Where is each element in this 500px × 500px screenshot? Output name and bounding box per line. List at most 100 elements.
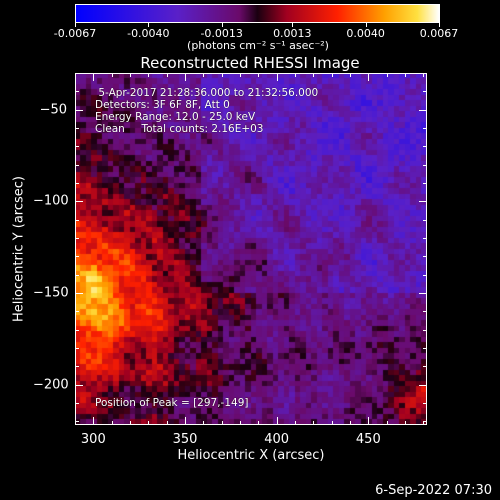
x-major-tick-top [368, 73, 370, 81]
y-minor-tick-right [423, 128, 427, 129]
colorbar-unit: (photons cm⁻² s⁻¹ asec⁻²) [187, 39, 329, 52]
y-minor-tick [75, 73, 79, 74]
x-axis-label: Heliocentric X (arcsec) [177, 448, 325, 463]
annotation-energy: Energy Range: 12.0 - 25.0 keV [95, 111, 256, 123]
colorbar-tick [148, 22, 150, 27]
y-minor-tick [75, 219, 79, 221]
colorbar-gradient [76, 5, 439, 22]
x-minor-tick [295, 421, 296, 425]
x-minor-tick-top [258, 73, 260, 77]
y-tick-label: −150 [33, 285, 69, 301]
colorbar-tick-label: -0.0040 [127, 27, 170, 40]
y-minor-tick [75, 256, 79, 258]
y-minor-tick-right [423, 348, 427, 349]
x-tick-label: 450 [355, 432, 381, 447]
x-minor-tick-top [386, 73, 388, 77]
y-major-tick [75, 201, 83, 203]
y-tick-label: −100 [33, 193, 69, 209]
chart-title: Reconstructed RHESSI Image [140, 54, 360, 72]
y-minor-tick [75, 183, 79, 184]
x-minor-tick [166, 421, 168, 425]
x-minor-tick [130, 421, 131, 425]
y-minor-tick-right [423, 421, 427, 423]
annotation-detectors: Detectors: 3F 6F 8F, Att 0 [95, 99, 230, 111]
plot-area: 5-Apr-2017 21:28:36.000 to 21:32:56.000 … [75, 73, 427, 425]
y-major-tick-right [419, 384, 427, 386]
annotation-counts: Clean Total counts: 2.16E+03 [95, 123, 264, 135]
x-minor-tick [386, 421, 388, 425]
x-minor-tick [240, 421, 241, 425]
y-minor-tick-right [423, 219, 427, 221]
y-major-tick-right [419, 109, 427, 111]
y-minor-tick-right [423, 91, 427, 93]
y-tick-label: −50 [39, 102, 67, 118]
y-minor-tick-right [423, 146, 427, 148]
y-minor-tick-right [423, 366, 427, 368]
x-minor-tick [111, 421, 113, 425]
colorbar-tick-label: -0.0013 [200, 27, 243, 40]
x-minor-tick-top [423, 73, 425, 77]
x-minor-tick [350, 421, 351, 425]
y-minor-tick [75, 146, 79, 148]
colorbar [75, 4, 440, 23]
y-minor-tick [75, 128, 79, 129]
x-minor-tick-top [130, 73, 131, 77]
y-minor-tick [75, 421, 79, 423]
y-minor-tick [75, 238, 79, 239]
x-minor-tick [258, 421, 260, 425]
y-minor-tick-right [423, 403, 427, 404]
colorbar-tick [75, 22, 76, 27]
x-minor-tick [313, 421, 315, 425]
x-tick-label: 400 [264, 432, 290, 447]
y-major-tick [75, 293, 83, 294]
x-minor-tick [75, 421, 76, 425]
x-minor-tick-top [240, 73, 241, 77]
x-tick-label: 350 [172, 432, 198, 447]
y-minor-tick-right [423, 164, 427, 166]
x-minor-tick [148, 421, 150, 425]
colorbar-tick [292, 22, 294, 27]
y-major-tick-right [419, 293, 427, 294]
y-minor-tick-right [423, 274, 427, 276]
x-minor-tick-top [405, 73, 406, 77]
x-minor-tick [423, 421, 425, 425]
y-minor-tick [75, 164, 79, 166]
x-major-tick [93, 417, 95, 425]
y-minor-tick-right [423, 73, 427, 74]
x-minor-tick-top [75, 73, 76, 77]
x-minor-tick [203, 421, 205, 425]
x-minor-tick-top [166, 73, 168, 77]
y-minor-tick [75, 366, 79, 368]
annotation-time-range: 5-Apr-2017 21:28:36.000 to 21:32:56.000 [95, 87, 319, 99]
y-minor-tick-right [423, 311, 427, 313]
y-minor-tick [75, 348, 79, 349]
y-minor-tick-right [423, 329, 427, 331]
x-minor-tick-top [295, 73, 296, 77]
x-tick-label: 300 [80, 432, 106, 447]
y-major-tick [75, 384, 83, 386]
x-major-tick-top [93, 73, 95, 81]
y-major-tick-right [419, 201, 427, 203]
x-minor-tick [221, 421, 223, 425]
timestamp: 6-Sep-2022 07:30 [375, 483, 492, 498]
y-minor-tick [75, 311, 79, 313]
annotation-peak: Position of Peak = [297,-149] [95, 397, 249, 409]
heatmap-image [75, 73, 427, 425]
colorbar-tick [439, 22, 440, 27]
x-major-tick-top [185, 73, 186, 81]
x-minor-tick-top [331, 73, 333, 77]
colorbar-tick-label: 0.0040 [346, 27, 385, 40]
x-major-tick [368, 417, 370, 425]
colorbar-tick [221, 22, 223, 27]
y-minor-tick-right [423, 183, 427, 184]
x-minor-tick-top [203, 73, 205, 77]
x-minor-tick [405, 421, 406, 425]
x-minor-tick-top [221, 73, 223, 77]
x-minor-tick [331, 421, 333, 425]
x-major-tick-top [276, 73, 278, 81]
colorbar-tick-label: -0.0067 [53, 27, 97, 40]
y-minor-tick-right [423, 256, 427, 258]
colorbar-tick [365, 22, 367, 27]
y-minor-tick [75, 329, 79, 331]
y-minor-tick-right [423, 238, 427, 239]
